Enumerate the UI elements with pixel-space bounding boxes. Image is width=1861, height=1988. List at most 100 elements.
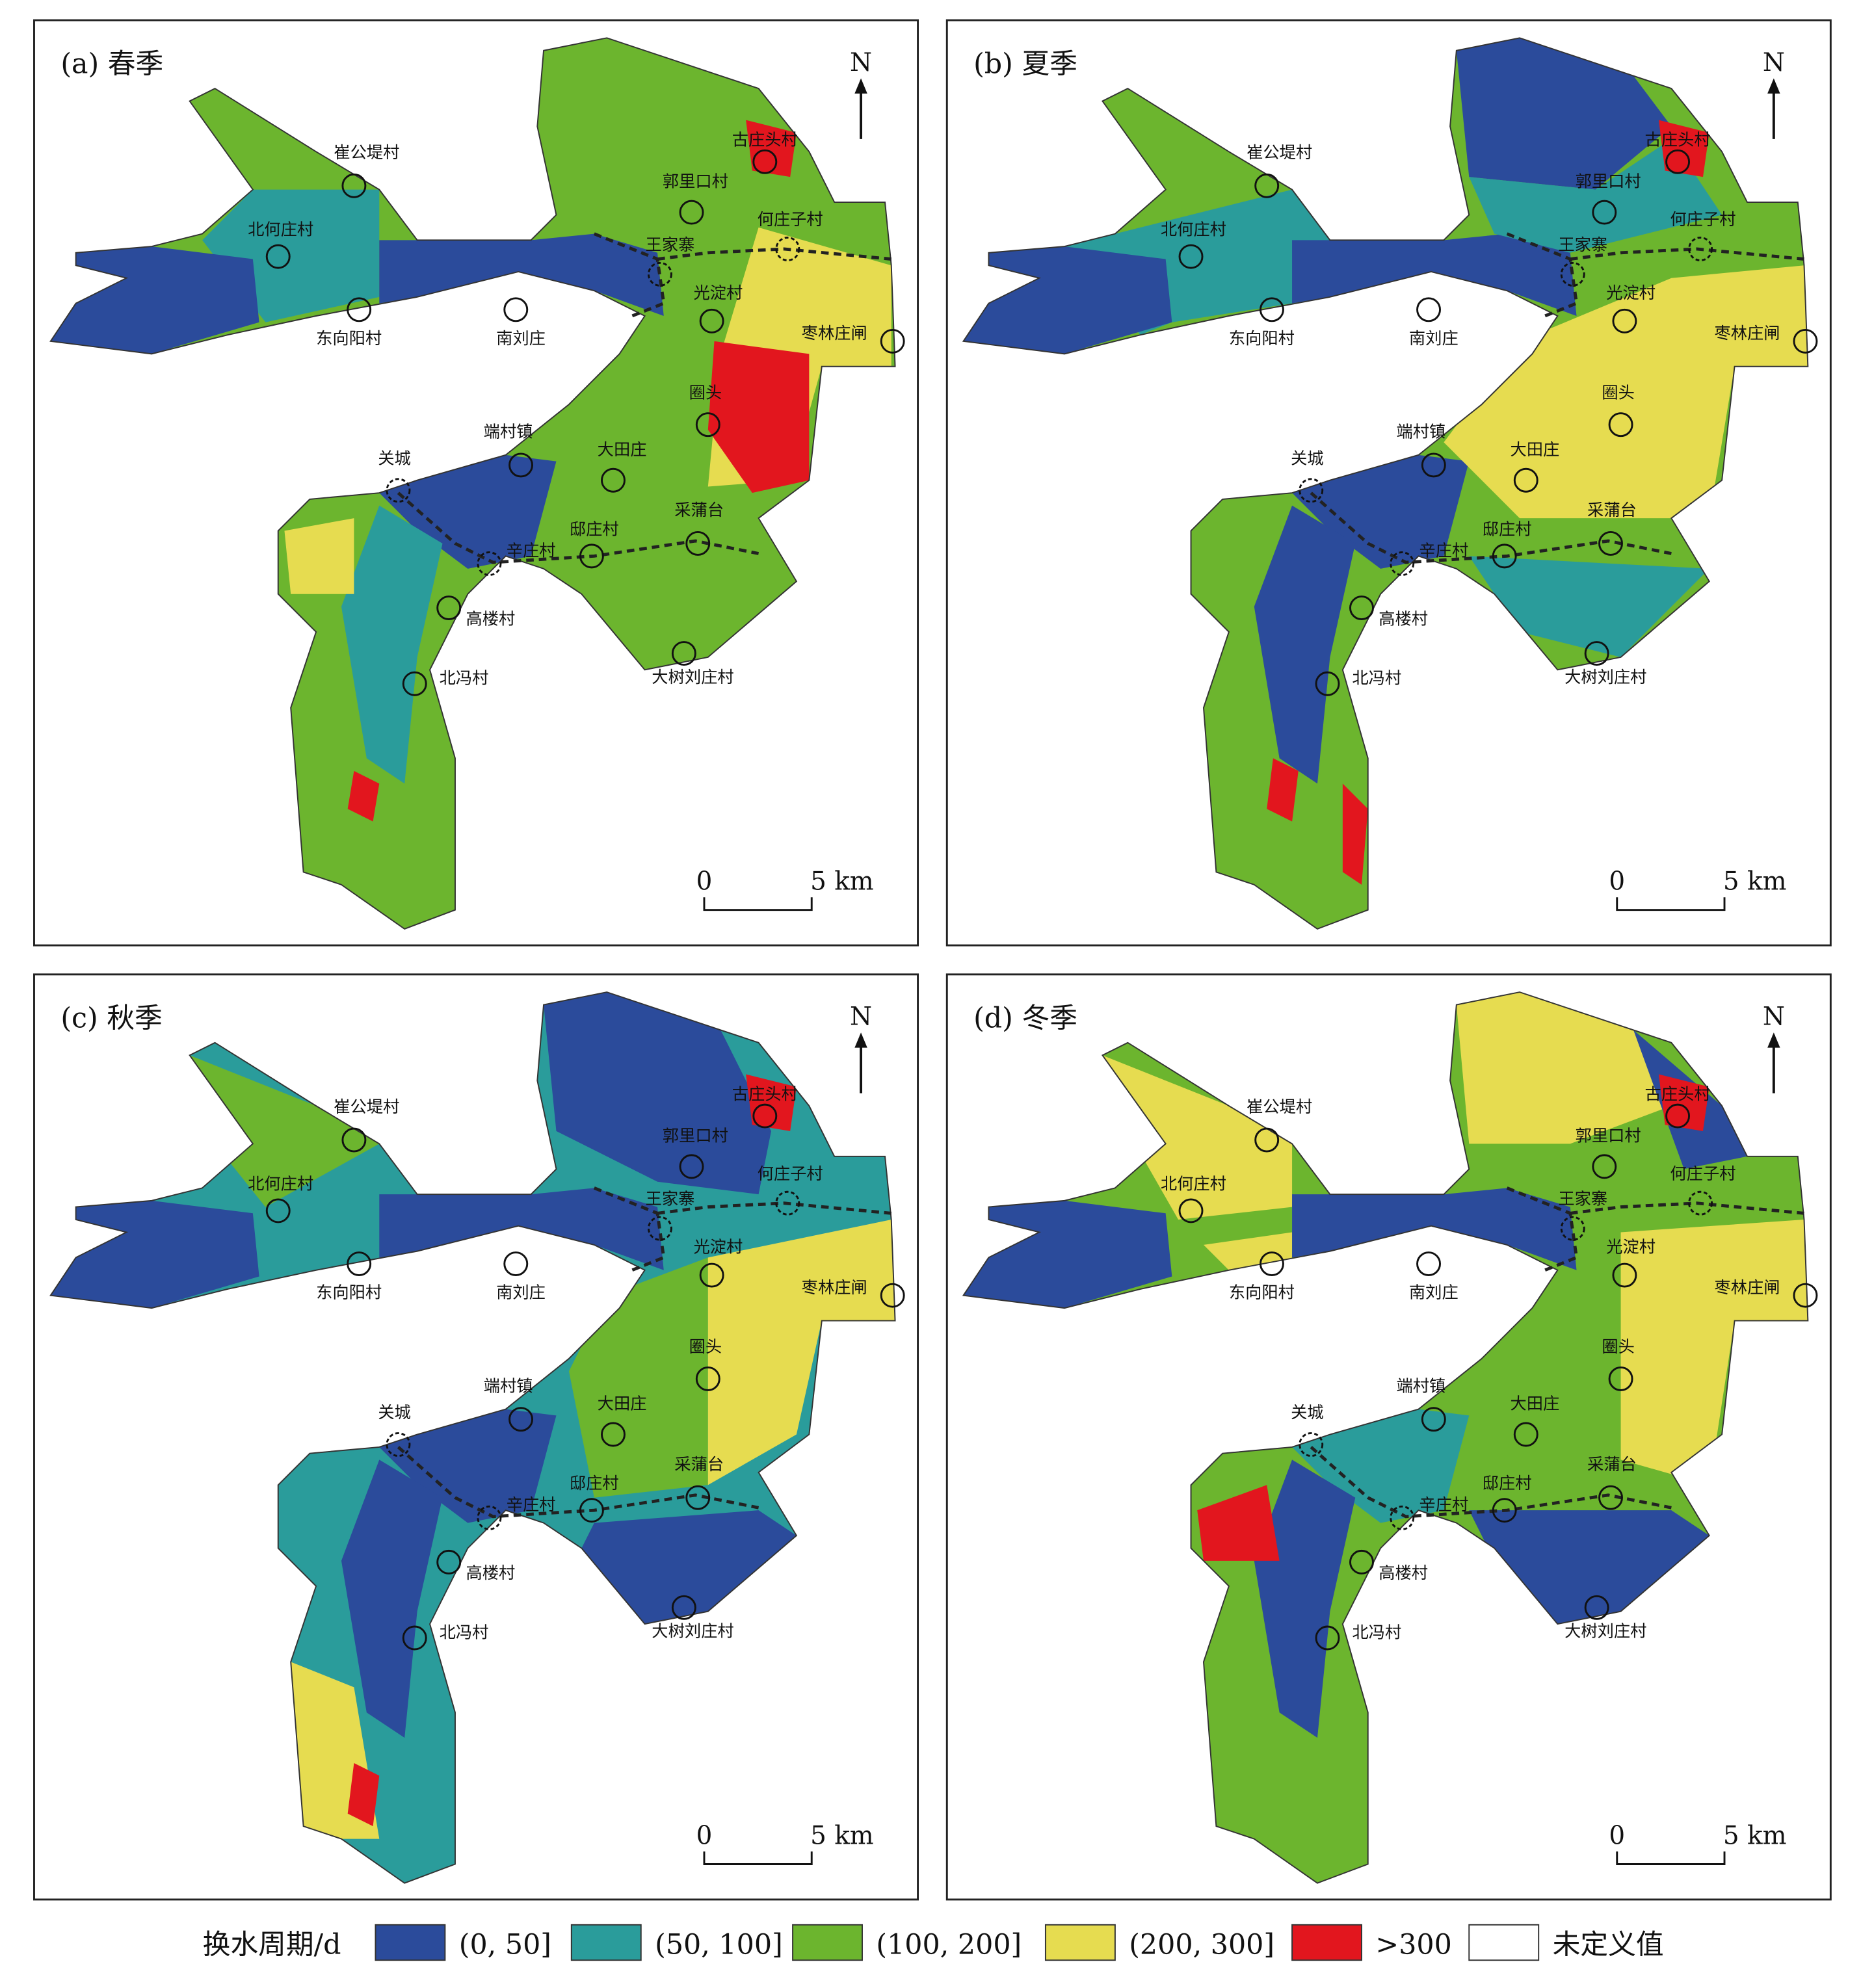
place-label: 北何庄村 (1161, 220, 1226, 239)
place-marker (695, 412, 720, 438)
place-marker (1492, 543, 1517, 569)
place-marker (685, 1485, 711, 1510)
turnover-zone (1203, 1232, 1293, 1270)
place-label: 王家寨 (646, 235, 695, 254)
place-label: 高楼村 (1379, 609, 1428, 628)
place-label: 北何庄村 (1161, 1174, 1226, 1193)
place-marker (1416, 297, 1442, 322)
place-marker (402, 1625, 427, 1651)
place-marker (647, 1216, 672, 1241)
place-label: 崔公堤村 (334, 143, 399, 162)
turnover-zone (379, 1188, 664, 1270)
place-label: 光淀村 (1606, 283, 1656, 302)
place-marker (1513, 467, 1538, 493)
place-label: 大树刘庄村 (1564, 668, 1646, 687)
turnover-zone (1102, 1055, 1293, 1220)
legend-label: (200, 300] (1129, 1929, 1274, 1961)
legend-label: (100, 200] (876, 1929, 1022, 1961)
place-marker (386, 1432, 411, 1458)
turnover-zone (1469, 556, 1709, 657)
turnover-zone (1456, 992, 1672, 1144)
place-label: 邸庄村 (570, 519, 619, 538)
place-label: 何庄子村 (758, 1164, 823, 1183)
place-label: 北冯村 (440, 669, 489, 688)
lake-map (963, 38, 1808, 929)
place-marker (1349, 595, 1374, 621)
place-label: 圈头 (1602, 1337, 1635, 1356)
place-marker (1254, 1127, 1280, 1153)
boundary-line (593, 1186, 666, 1272)
place-marker (775, 237, 800, 261)
north-label: N (850, 48, 872, 77)
boundary-line (593, 232, 666, 318)
panel-title: (c) 秋季 (60, 1002, 162, 1035)
place-label: 古庄头村 (1645, 131, 1711, 150)
place-marker (436, 1549, 462, 1575)
place-marker (685, 530, 711, 556)
place-marker (477, 551, 502, 577)
place-label: 关城 (378, 449, 411, 467)
turnover-zone (341, 1459, 443, 1738)
place-label: 古庄头村 (732, 1084, 798, 1103)
legend-swatch (375, 1924, 446, 1961)
panel-title: (a) 春季 (60, 48, 163, 81)
place-label: 圈头 (689, 383, 722, 402)
legend-label: >300 (1375, 1929, 1451, 1961)
place-marker (503, 297, 529, 322)
place-marker (1665, 149, 1691, 174)
scale-start: 0 (696, 1821, 713, 1850)
turnover-zone (347, 770, 380, 822)
place-label: 郭里口村 (663, 1126, 728, 1145)
legend-swatch (1468, 1924, 1540, 1961)
place-label: 端村镇 (1396, 423, 1445, 441)
legend-label: 未定义值 (1553, 1929, 1664, 1961)
lake-outline (962, 37, 1809, 930)
legend-swatch (1291, 1924, 1362, 1961)
place-label: 采蒲台 (674, 501, 724, 519)
legend: 换水周期/d (0, 50] (50, 100] (100, 200] (200, 30… (203, 1924, 1664, 1961)
scale-start: 0 (1609, 1821, 1625, 1850)
place-marker (601, 1422, 626, 1447)
place-label: 东向阳村 (316, 1283, 382, 1302)
turnover-zone (1469, 138, 1722, 253)
lake-outline (962, 991, 1809, 1884)
turnover-zone (1254, 505, 1356, 784)
north-label: N (1763, 1002, 1785, 1032)
place-label: 古庄头村 (1645, 1084, 1711, 1103)
place-marker (1608, 412, 1633, 438)
place-label: 古庄头村 (732, 131, 798, 150)
turnover-zone (341, 505, 443, 784)
place-marker (1421, 1407, 1446, 1432)
place-marker (402, 671, 427, 696)
place-label: 大田庄 (1510, 440, 1559, 459)
place-label: 枣林庄闸 (1714, 1278, 1780, 1297)
place-marker (477, 1505, 502, 1530)
place-marker (1584, 1595, 1609, 1620)
turnover-zone (284, 518, 354, 594)
place-label: 王家寨 (1558, 235, 1607, 254)
scale-bar (703, 1851, 813, 1865)
place-label: 枣林庄闸 (802, 1278, 867, 1297)
place-marker (699, 1262, 724, 1288)
place-marker (1665, 1103, 1691, 1129)
turnover-zone (707, 341, 810, 493)
place-marker (1612, 1262, 1637, 1288)
place-label: 圈头 (689, 1337, 722, 1356)
place-marker (752, 1103, 778, 1129)
place-marker (265, 244, 291, 269)
place-marker (341, 1127, 367, 1153)
place-label: 崔公堤村 (1247, 1097, 1312, 1116)
place-marker (1793, 1283, 1818, 1308)
place-label: 采蒲台 (674, 1455, 724, 1474)
turnover-zone (189, 1055, 380, 1207)
place-label: 邸庄村 (1483, 1474, 1532, 1493)
scale-bar (1616, 897, 1726, 911)
turnover-zone (707, 1220, 895, 1485)
turnover-zone (379, 1409, 557, 1523)
place-label: 光淀村 (1606, 1238, 1656, 1257)
turnover-zone (1254, 1459, 1356, 1738)
turnover-zone (1444, 265, 1808, 519)
place-marker (265, 1198, 291, 1223)
